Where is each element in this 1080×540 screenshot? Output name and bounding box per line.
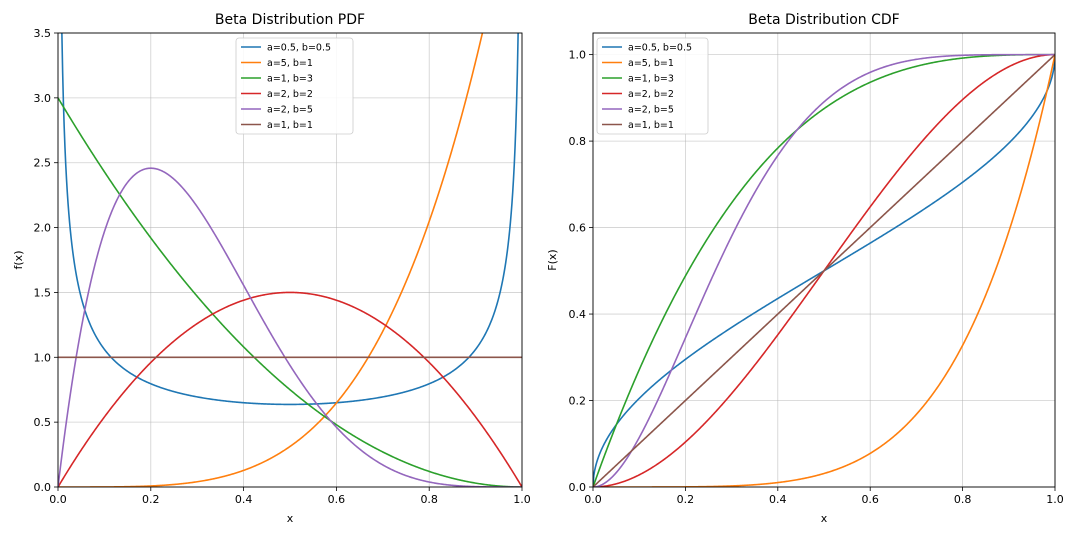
y-tick-label: 0.6 [569, 222, 587, 235]
x-tick-label: 0.8 [420, 493, 438, 506]
x-tick-label: 1.0 [1046, 493, 1064, 506]
x-tick-label: 0.6 [861, 493, 879, 506]
x-tick-label: 0.2 [142, 493, 160, 506]
series-line-3 [58, 291, 522, 487]
series-line-5 [593, 54, 1055, 487]
x-tick-label: 0.8 [954, 493, 972, 506]
series-line-4 [58, 167, 522, 487]
axes-frame [57, 32, 523, 488]
x-tick-label: 0.0 [584, 493, 602, 506]
x-tick-label: 0.4 [235, 493, 253, 506]
legend-label-2: a=1, b=3 [628, 74, 674, 85]
cdf-y-axis-label: F(x) [546, 249, 559, 270]
series-line-4 [593, 53, 1055, 487]
y-tick-label: 1.0 [569, 49, 587, 62]
legend-box [596, 37, 709, 135]
y-tick-label: 3.0 [34, 92, 52, 105]
legend-label-0: a=0.5, b=0.5 [628, 43, 692, 54]
x-tick-label: 0.2 [677, 493, 695, 506]
legend-label-4: a=2, b=5 [628, 105, 674, 116]
legend-label-5: a=1, b=1 [628, 120, 674, 131]
x-tick-label: 1.0 [513, 493, 531, 506]
pdf-y-axis-label: f(x) [12, 251, 25, 270]
x-tick-label: 0.6 [328, 493, 346, 506]
y-tick-label: 1.5 [34, 286, 52, 299]
y-tick-label: 0.8 [569, 135, 587, 148]
legend-label-5: a=1, b=1 [267, 120, 313, 131]
series-line-2 [593, 53, 1055, 487]
x-tick-label: 0.4 [769, 493, 787, 506]
legend-box [235, 37, 354, 135]
legend-label-3: a=2, b=2 [267, 89, 313, 100]
series-line-2 [58, 97, 522, 487]
y-tick-label: 0.2 [569, 395, 587, 408]
y-tick-label: 3.5 [34, 27, 52, 40]
series-line-1 [58, 33, 484, 487]
legend-label-0: a=0.5, b=0.5 [267, 43, 331, 54]
legend-label-4: a=2, b=5 [267, 105, 313, 116]
pdf-x-axis-label: x [287, 512, 294, 525]
x-tick-label: 0.0 [49, 493, 67, 506]
cdf-x-axis-label: x [821, 512, 828, 525]
y-tick-label: 2.0 [34, 222, 52, 235]
pdf-chart-title: Beta Distribution PDF [215, 12, 365, 28]
legend-label-2: a=1, b=3 [267, 74, 313, 85]
legend-label-1: a=5, b=1 [267, 58, 313, 69]
cdf-chart: Beta Distribution CDF x F(x) 0.0 0.2 0.4 0.… [546, 12, 1064, 525]
y-tick-label: 2.5 [34, 157, 52, 170]
y-tick-label: 0.0 [34, 481, 52, 494]
y-tick-label: 1.0 [34, 351, 52, 364]
legend-label-3: a=2, b=2 [628, 89, 674, 100]
y-tick-label: 0.0 [569, 481, 587, 494]
y-tick-label: 0.5 [34, 416, 52, 429]
y-tick-label: 0.4 [569, 308, 587, 321]
cdf-chart-title: Beta Distribution CDF [748, 12, 899, 28]
axes-frame [592, 32, 1056, 488]
legend: a=0.5, b=0.5 a=5, b=1 a=1, b=3 a=2, b=2 a=2,… [235, 37, 354, 135]
series-line-0 [61, 33, 519, 406]
series-group [58, 33, 522, 487]
legend-label-1: a=5, b=1 [628, 58, 674, 69]
pdf-chart: Beta Distribution PDF x f(x) 0.0 0.2 0.4 0.… [12, 12, 531, 525]
legend: a=0.5, b=0.5 a=5, b=1 a=1, b=3 a=2, b=2 a=2,… [596, 37, 709, 135]
